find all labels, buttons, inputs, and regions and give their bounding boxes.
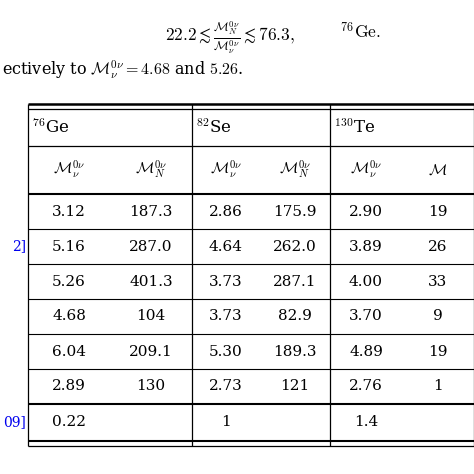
Text: $\mathcal{M}$: $\mathcal{M}$	[428, 163, 447, 177]
Text: 130: 130	[137, 380, 165, 393]
Text: 1: 1	[433, 380, 443, 393]
Text: 2]: 2]	[12, 239, 26, 254]
Text: 3.89: 3.89	[349, 239, 383, 254]
Text: 9: 9	[433, 310, 443, 323]
Text: 104: 104	[137, 310, 165, 323]
Text: 4.68: 4.68	[52, 310, 86, 323]
Text: ${}^{82}$Se: ${}^{82}$Se	[196, 118, 232, 137]
Text: 26: 26	[428, 239, 448, 254]
Text: 33: 33	[428, 274, 447, 289]
Text: 0.22: 0.22	[52, 416, 86, 429]
Text: 2.90: 2.90	[349, 204, 383, 219]
Text: 1: 1	[221, 416, 231, 429]
Text: ${}^{130}$Te: ${}^{130}$Te	[334, 118, 375, 137]
Text: 175.9: 175.9	[273, 204, 317, 219]
Text: 2.73: 2.73	[209, 380, 243, 393]
Text: 262.0: 262.0	[273, 239, 317, 254]
Text: $22.2 \lesssim \frac{\mathcal{M}_N^{0\nu}}{\mathcal{M}_\nu^{0\nu}} \lesssim 76.3: $22.2 \lesssim \frac{\mathcal{M}_N^{0\nu…	[165, 19, 295, 56]
Text: 287.1: 287.1	[273, 274, 317, 289]
Text: 2.89: 2.89	[52, 380, 86, 393]
Text: 187.3: 187.3	[129, 204, 173, 219]
Text: ${}^{76}$Ge: ${}^{76}$Ge	[32, 118, 70, 137]
Text: $\mathcal{M}_\nu^{0\nu}$: $\mathcal{M}_\nu^{0\nu}$	[350, 159, 382, 181]
Text: $\mathcal{M}_\nu^{0\nu}$: $\mathcal{M}_\nu^{0\nu}$	[53, 159, 85, 181]
Text: 5.16: 5.16	[52, 239, 86, 254]
Text: 19: 19	[428, 345, 448, 358]
Text: $\mathcal{M}_N^{0\nu}$: $\mathcal{M}_N^{0\nu}$	[279, 159, 311, 181]
Text: 3.12: 3.12	[52, 204, 86, 219]
Text: $\mathcal{M}_N^{0\nu}$: $\mathcal{M}_N^{0\nu}$	[135, 159, 167, 181]
Text: 2.86: 2.86	[209, 204, 243, 219]
Text: 121: 121	[281, 380, 310, 393]
Text: 09]: 09]	[3, 416, 26, 429]
Text: 5.26: 5.26	[52, 274, 86, 289]
Text: 4.89: 4.89	[349, 345, 383, 358]
Text: 1.4: 1.4	[354, 416, 378, 429]
Text: 3.70: 3.70	[349, 310, 383, 323]
Text: ${}^{76}\mathrm{Ge}.$: ${}^{76}\mathrm{Ge}.$	[340, 22, 381, 42]
Text: 2.76: 2.76	[349, 380, 383, 393]
Text: 4.64: 4.64	[209, 239, 243, 254]
Text: 5.30: 5.30	[209, 345, 243, 358]
Text: 401.3: 401.3	[129, 274, 173, 289]
Text: 6.04: 6.04	[52, 345, 86, 358]
Text: 82.9: 82.9	[278, 310, 312, 323]
Text: 209.1: 209.1	[129, 345, 173, 358]
Text: $\mathcal{M}_\nu^{0\nu}$: $\mathcal{M}_\nu^{0\nu}$	[210, 159, 242, 181]
Text: 19: 19	[428, 204, 448, 219]
Text: 287.0: 287.0	[129, 239, 173, 254]
Text: ectively to $\mathcal{M}_\nu^{0\nu} = 4.68$ and $5.26$.: ectively to $\mathcal{M}_\nu^{0\nu} = 4.…	[2, 59, 244, 82]
Text: 4.00: 4.00	[349, 274, 383, 289]
Text: 189.3: 189.3	[273, 345, 317, 358]
Text: 3.73: 3.73	[209, 310, 243, 323]
Text: 3.73: 3.73	[209, 274, 243, 289]
